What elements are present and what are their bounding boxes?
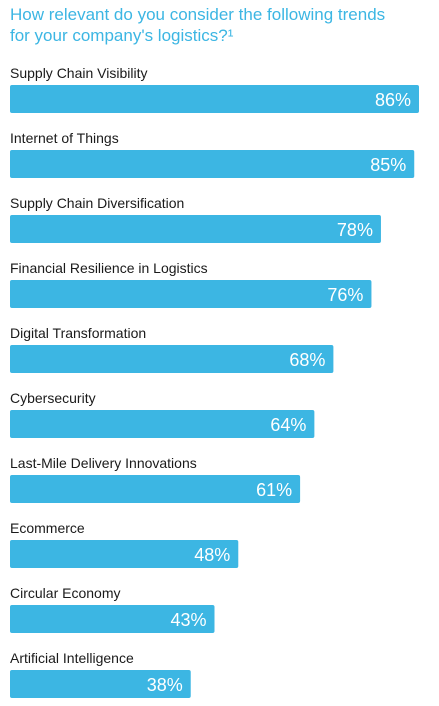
value-label: 48% [194,545,230,565]
category-label: Circular Economy [10,585,120,601]
value-label: 64% [270,415,306,435]
bar [10,475,301,503]
category-label: Supply Chain Diversification [10,195,184,211]
bar [10,85,419,113]
value-label: 68% [289,350,325,370]
category-label: Supply Chain Visibility [10,65,147,81]
value-label: 78% [337,220,373,240]
bar [10,605,215,633]
bar [10,345,334,373]
category-label: Ecommerce [10,520,85,536]
value-label: 38% [147,675,183,695]
category-label: Cybersecurity [10,390,96,406]
value-label: 85% [370,155,406,175]
category-label: Internet of Things [10,130,119,146]
category-label: Digital Transformation [10,325,146,341]
category-label: Last-Mile Delivery Innovations [10,455,197,471]
bar [10,280,372,308]
value-label: 61% [256,480,292,500]
category-label: Financial Resilience in Logistics [10,260,208,276]
bar [10,670,191,698]
chart-title: How relevant do you consider the followi… [10,5,386,45]
bar [10,540,239,568]
bar [10,150,415,178]
value-label: 76% [327,285,363,305]
bar [10,410,315,438]
value-label: 43% [170,610,206,630]
bar [10,215,381,243]
category-label: Artificial Intelligence [10,650,134,666]
value-label: 86% [375,90,411,110]
